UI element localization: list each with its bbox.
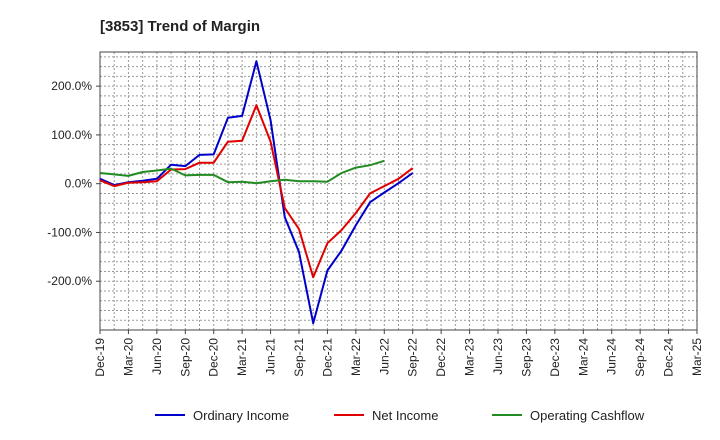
x-tick-label: Sep-20 <box>178 338 192 377</box>
chart-title: [3853] Trend of Margin <box>100 18 260 35</box>
y-tick-label: -100.0% <box>47 225 92 239</box>
x-tick-label: Jun-21 <box>264 338 278 375</box>
x-tick-label: Mar-20 <box>121 338 135 376</box>
x-tick-label: Dec-19 <box>93 338 107 377</box>
series-line-0 <box>99 60 414 325</box>
legend-label: Ordinary Income <box>193 408 289 423</box>
x-tick-label: Jun-22 <box>377 338 391 375</box>
y-axis: -200.0% -100.0% 0.0% 100.0% 200.0% <box>47 79 100 288</box>
x-tick-label: Mar-25 <box>690 338 704 376</box>
x-tick-label: Jun-23 <box>491 338 505 375</box>
x-tick-label: Mar-24 <box>576 338 590 376</box>
plot-area <box>99 51 698 331</box>
x-tick-label: Sep-21 <box>292 338 306 377</box>
x-tick-label: Mar-22 <box>349 338 363 376</box>
x-tick-label: Sep-23 <box>519 338 533 377</box>
legend-label: Net Income <box>372 408 438 423</box>
x-tick-label: Dec-22 <box>434 338 448 377</box>
x-tick-label: Jun-24 <box>605 338 619 375</box>
legend: Ordinary Income Net Income Operating Cashf… <box>155 408 645 423</box>
x-tick-label: Dec-21 <box>320 338 334 377</box>
x-tick-label: Jun-20 <box>150 338 164 375</box>
x-tick-label: Mar-21 <box>235 338 249 376</box>
y-tick-label: 100.0% <box>51 128 92 142</box>
x-tick-label: Dec-23 <box>548 338 562 377</box>
x-tick-label: Dec-24 <box>662 338 676 377</box>
x-tick-label: Dec-20 <box>207 338 221 377</box>
y-tick-label: 0.0% <box>65 177 93 191</box>
y-tick-label: -200.0% <box>47 274 92 288</box>
series-lines <box>99 60 414 325</box>
series-line-1 <box>99 104 414 279</box>
legend-label: Operating Cashflow <box>530 408 645 423</box>
grid <box>99 52 698 331</box>
x-tick-label: Sep-24 <box>633 338 647 377</box>
x-axis: Dec-19 Mar-20 Jun-20 Sep-20 Dec-20 Mar-21 Jun-… <box>93 330 704 377</box>
series-line-2 <box>99 159 385 185</box>
x-tick-label: Sep-22 <box>406 338 420 377</box>
y-tick-label: 200.0% <box>51 79 92 93</box>
x-tick-label: Mar-23 <box>463 338 477 376</box>
